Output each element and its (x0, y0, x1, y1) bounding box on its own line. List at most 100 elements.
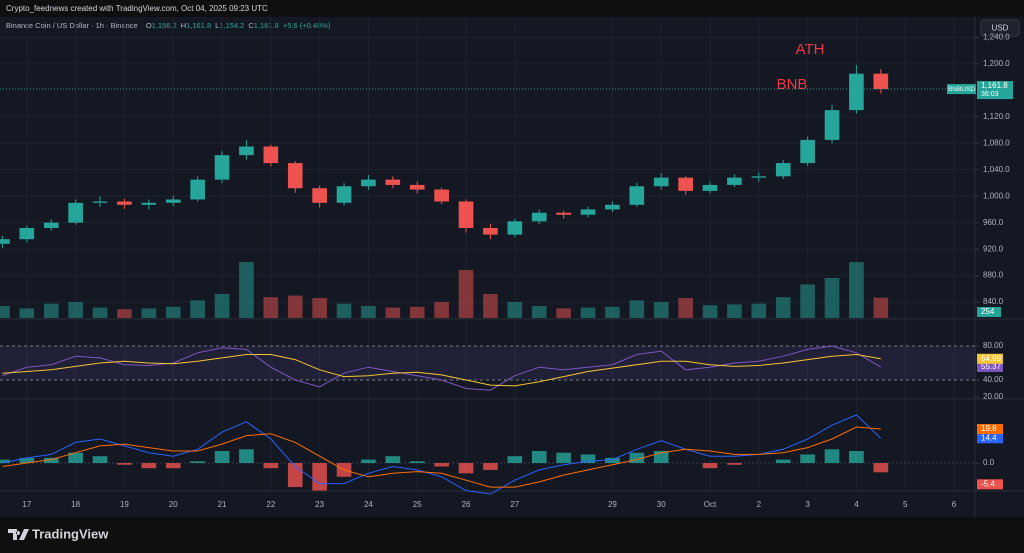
candle-body (361, 179, 376, 187)
histogram-bar (312, 463, 327, 491)
candle-body (556, 212, 571, 215)
currency[interactable]: USD (992, 24, 1009, 33)
ohlc-value: 1,161.8 (254, 21, 279, 30)
volume-bar (873, 297, 889, 318)
y-tick-label: 1,040.0 (983, 165, 1010, 174)
symbol-title: Binance Coin / US Dollar · 1h · Binance (6, 21, 138, 30)
candle-body (68, 202, 83, 223)
x-tick-label: 21 (218, 500, 227, 509)
histogram-bar (19, 457, 35, 464)
change: +5.6 (+0.48%) (283, 21, 331, 30)
histogram-bar (214, 451, 230, 464)
candle-body (507, 221, 523, 235)
volume-bar (580, 307, 596, 318)
histogram-bar (92, 456, 108, 464)
histogram-bar (263, 463, 279, 469)
x-tick-label: 29 (608, 500, 617, 509)
candle-body (629, 186, 645, 205)
ohlc-key: C (248, 21, 254, 30)
value-tag (977, 433, 1003, 444)
histogram-bar (849, 451, 864, 464)
volume-bar (68, 302, 83, 318)
histogram-bar (483, 463, 498, 470)
volume-bar (702, 305, 718, 318)
y-tick-label: 1,120.0 (983, 112, 1010, 121)
volume-bar (43, 303, 59, 318)
candle-body (190, 179, 205, 200)
price-label: 1,161.8 (981, 81, 1008, 90)
candle-body (483, 227, 498, 235)
x-tick-label: 22 (266, 500, 275, 509)
y-tick-label: 80.00 (983, 341, 1004, 350)
histogram-bar (68, 452, 83, 464)
series-line (2, 414, 882, 495)
volume-bar (336, 303, 352, 318)
value-label: 55.37 (981, 362, 1002, 371)
ohlc-value: 1,161.8 (186, 21, 211, 30)
candle-body (117, 201, 132, 205)
candle-body (800, 139, 815, 164)
value-tag (977, 479, 1003, 490)
volume-bar (849, 262, 864, 318)
y-tick-label: 1,080.0 (983, 138, 1010, 147)
value-label: -5.4 (981, 479, 995, 488)
volume-bar (824, 278, 840, 318)
value-label: 19.8 (981, 424, 997, 433)
histogram-bar (458, 463, 474, 474)
logo: TradingView (8, 526, 109, 541)
x-tick-label: 30 (657, 500, 666, 509)
volume-bar (434, 302, 449, 318)
volume-bar (751, 303, 767, 318)
histogram-bar (507, 456, 523, 464)
brand: TradingView (32, 526, 109, 541)
histogram-bar (385, 456, 401, 464)
currency-button[interactable] (980, 19, 1020, 37)
x-tick-label: 4 (854, 500, 859, 509)
price-tag (977, 81, 1013, 100)
histogram-bar (531, 451, 547, 464)
candle-body (849, 73, 864, 111)
x-tick-label: Oct (704, 500, 717, 509)
x-tick-label: 2 (757, 500, 762, 509)
candle-body (336, 186, 352, 203)
legend: Binance Coin / US Dollar · 1h · Binance … (6, 21, 331, 30)
candle-body (873, 73, 889, 90)
candle-body (43, 222, 59, 228)
y-tick-label: 1,200.0 (983, 59, 1010, 68)
x-tick-label: 20 (169, 500, 178, 509)
candle-body (312, 188, 327, 203)
candle-body (263, 146, 279, 164)
value-tag (977, 361, 1003, 372)
x-tick-label: 19 (120, 500, 129, 509)
candle-body (580, 209, 596, 215)
candle-body (287, 163, 303, 189)
histogram-bar (409, 461, 425, 464)
y-tick-label: 1,240.0 (983, 32, 1010, 41)
candle-body (751, 176, 767, 178)
volume-bar (800, 284, 815, 318)
volume-bar (727, 304, 742, 318)
x-tick-label: 27 (510, 500, 519, 509)
histogram-bar (190, 461, 205, 464)
volume-bar (556, 308, 571, 318)
y-tick-label: 40.00 (983, 375, 1004, 384)
value-label: 64.99 (981, 354, 1002, 363)
histogram-bar (702, 463, 718, 469)
volume-bar (605, 306, 620, 318)
histogram-bar (117, 463, 132, 465)
y-tick-label: 0.0 (983, 458, 995, 467)
volume-bar (483, 294, 498, 318)
x-tick-label: 26 (462, 500, 471, 509)
volume-bar (287, 295, 303, 318)
candle-body (165, 199, 181, 203)
x-tick-label: 18 (71, 500, 80, 509)
symbol-tag (947, 84, 976, 95)
series-line (2, 345, 882, 391)
candle-body (92, 201, 108, 203)
histogram-bar (727, 463, 742, 465)
candle-body (775, 163, 791, 177)
y-tick-label: 20.00 (983, 392, 1004, 401)
histogram-bar (0, 459, 10, 464)
volume-bar (239, 262, 254, 318)
